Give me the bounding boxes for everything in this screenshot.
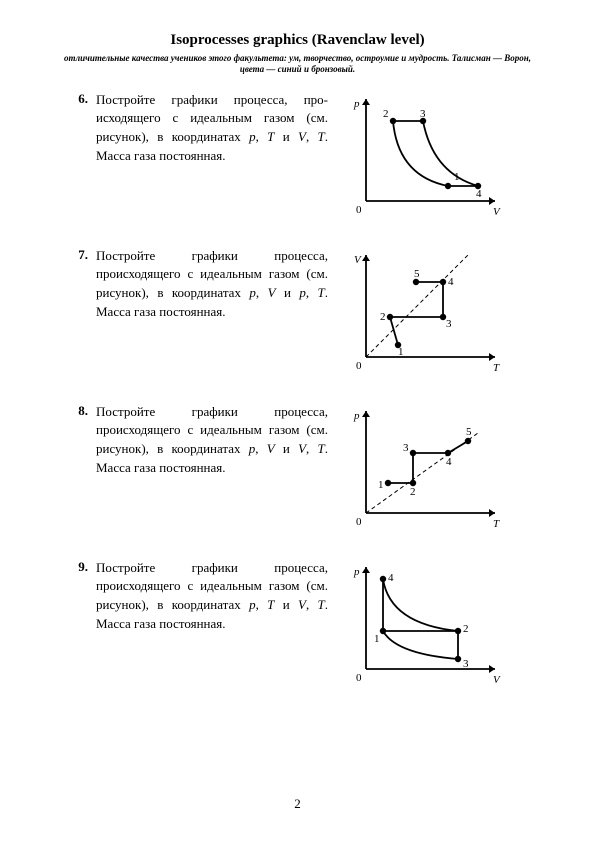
svg-text:2: 2 [383,108,389,120]
page-number: 2 [0,796,595,812]
svg-text:3: 3 [403,442,409,454]
svg-text:2: 2 [380,311,386,323]
svg-text:5: 5 [466,426,472,438]
svg-text:4: 4 [448,276,454,288]
problem-row: 6.Постройте графики процесса, про­исходя… [48,91,547,221]
problem-row: 8.Постройте графики процесса, происходящ… [48,403,547,533]
svg-text:T: T [493,362,500,374]
problem-graph: 0 V p 1 2 3 4 [338,559,503,689]
svg-text:V: V [354,254,362,266]
svg-text:1: 1 [454,171,460,183]
problem-number: 9. [68,559,88,575]
svg-text:0: 0 [356,672,362,684]
svg-text:5: 5 [414,268,420,280]
problem-text: Постройте графики процесса, про­исходяще… [88,91,328,166]
svg-text:4: 4 [446,456,452,468]
svg-text:1: 1 [378,479,384,491]
svg-text:0: 0 [356,204,362,216]
svg-text:2: 2 [463,623,469,635]
problems-list: 6.Постройте графики процесса, про­исходя… [48,91,547,689]
problem-graph: 0 T V 1 2 3 4 5 [338,247,503,377]
svg-text:3: 3 [446,318,452,330]
problem-text: Постройте графики процесса, происходящег… [88,403,328,478]
problem-number: 7. [68,247,88,263]
svg-text:4: 4 [388,572,394,584]
problem-text: Постройте графики процесса, происходящег… [88,247,328,322]
svg-text:1: 1 [398,346,404,358]
problem-row: 9.Постройте графики процесса, происходящ… [48,559,547,689]
svg-text:V: V [493,674,501,686]
svg-text:p: p [353,566,360,578]
problem-row: 7.Постройте графики процесса, происходящ… [48,247,547,377]
problem-graph: 0 V p 1 2 3 4 [338,91,503,221]
svg-text:p: p [353,98,360,110]
problem-graph: 0 T p 1 2 3 4 5 [338,403,503,533]
svg-text:2: 2 [410,486,416,498]
svg-text:1: 1 [374,633,380,645]
svg-text:T: T [493,518,500,530]
svg-text:p: p [353,410,360,422]
svg-text:0: 0 [356,516,362,528]
page-title: Isoprocesses graphics (Ravenclaw level) [48,32,547,49]
problem-text: Постройте графики процесса, происходящег… [88,559,328,634]
svg-text:V: V [493,206,501,218]
problem-number: 6. [68,91,88,107]
page-subtitle: отличительные качества учеников этого фа… [48,53,547,75]
svg-text:3: 3 [463,658,469,670]
problem-number: 8. [68,403,88,419]
svg-text:3: 3 [420,108,426,120]
svg-text:4: 4 [476,188,482,200]
svg-text:0: 0 [356,360,362,372]
